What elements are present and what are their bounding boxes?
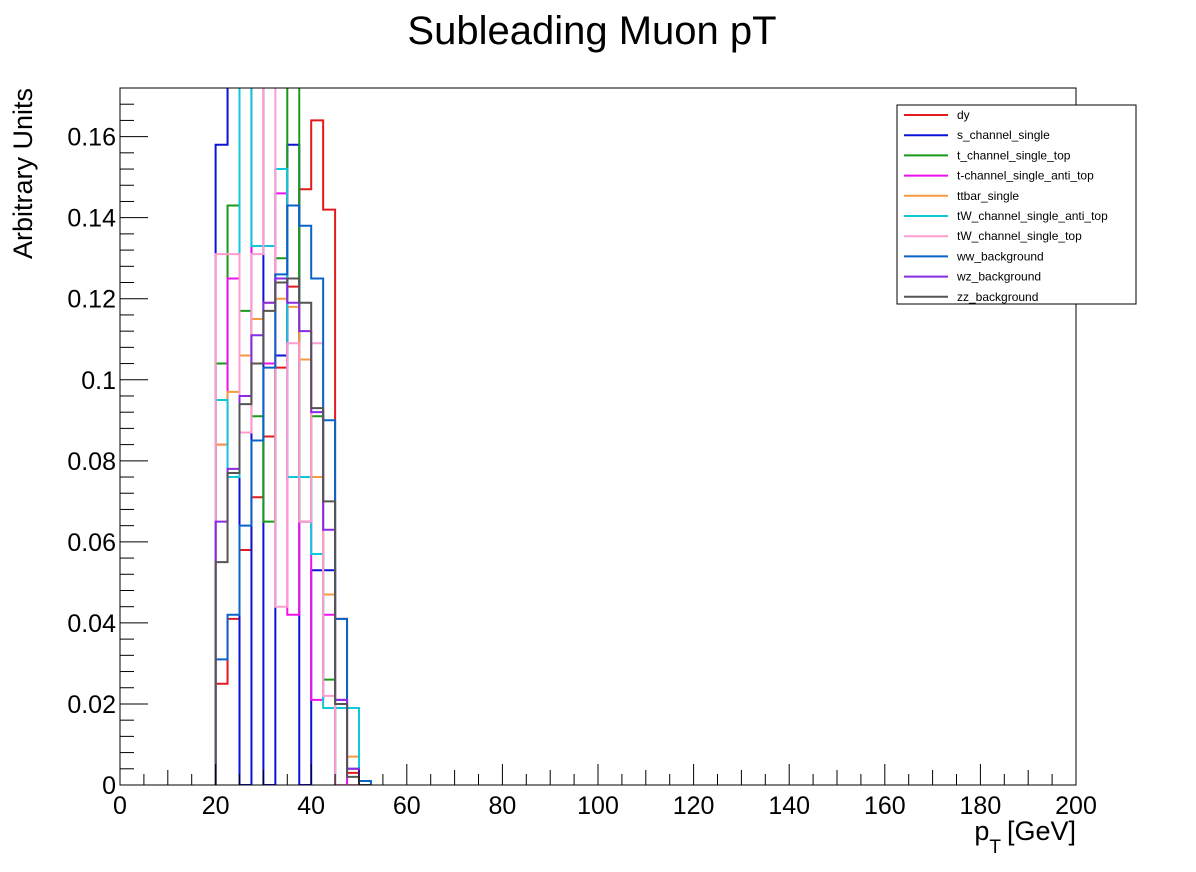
x-tick-label: 0 [113,792,127,820]
y-axis-label: Arbitrary Units [8,88,38,259]
series-line-7 [214,204,372,785]
x-axis-label: pT [GeV] [974,816,1076,858]
y-axis: 0 0.02 0.04 0.06 0.08 0.1 0.12 0.14 0.16 [67,87,148,800]
x-tick-label: 120 [673,792,715,820]
legend-label-6: tW_channel_single_top [957,229,1082,243]
legend-label-1: s_channel_single [957,128,1050,142]
x-tick-label: 40 [297,792,325,820]
x-tick-label: 20 [202,792,230,820]
legend-label-2: t_channel_single_top [957,148,1071,162]
legend-label-0: dy [957,108,970,122]
x-axis-label-main: p [974,816,989,846]
x-tick-label: 80 [488,792,516,820]
y-tick-label: 0.16 [67,124,116,152]
x-axis-label-subscript: T [989,837,1001,858]
x-tick-label: 180 [960,792,1002,820]
x-tick-label: 100 [577,792,619,820]
series-line-5 [214,88,371,785]
legend-label-7: ww_background [956,249,1044,263]
x-axis: 0 20 40 60 80 100 120 140 160 180 200 [113,764,1097,820]
legend-label-9: zz_background [957,290,1038,304]
y-tick-label: 0.12 [67,286,116,314]
legend-label-5: tW_channel_single_anti_top [957,209,1108,223]
x-axis-label-unit: [GeV] [1007,816,1076,846]
x-tick-label: 60 [393,792,421,820]
y-tick-label: 0.08 [67,448,116,476]
series-line-9 [214,277,371,785]
legend-label-8: wz_background [956,270,1041,284]
y-tick-label: 0.06 [67,529,116,557]
chart-title: Subleading Muon pT [407,9,776,53]
y-tick-label: 0.04 [67,610,116,638]
x-tick-label: 200 [1055,792,1097,820]
legend-label-3: t-channel_single_anti_top [957,169,1094,183]
x-tick-label: 140 [768,792,810,820]
legend-box [896,104,1137,305]
legend-label-4: ttbar_single [957,189,1019,203]
legend: dy s_channel_single t_channel_single_top t-… [896,104,1137,305]
y-tick-label: 0.14 [67,205,116,233]
y-tick-label: 0.1 [81,367,116,395]
x-tick-label: 160 [864,792,906,820]
y-tick-label: 0 [102,772,116,800]
y-tick-label: 0.02 [67,691,116,719]
plot-series-group [214,88,372,785]
